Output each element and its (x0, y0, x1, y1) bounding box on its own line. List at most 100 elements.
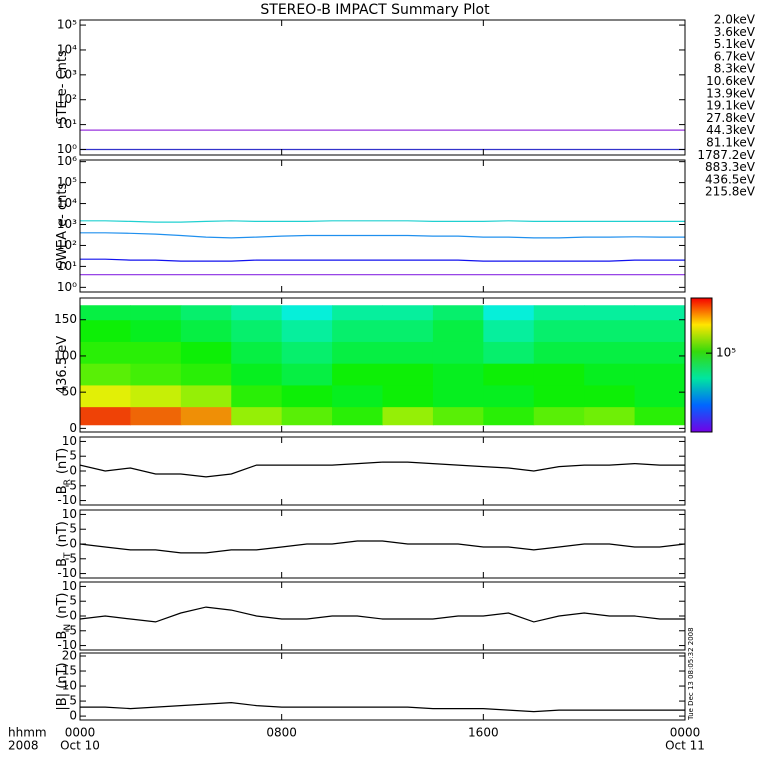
legend-entry: 3.6keV (714, 25, 756, 39)
timestamp: Tue Dec 13 08:05:32 2008 (687, 627, 695, 721)
y-tick-label: 10⁰ (57, 142, 77, 156)
legend-entry: 13.9keV (706, 86, 756, 100)
y-tick-label: 5 (69, 522, 77, 536)
y-axis-label: BN (nT) (55, 593, 73, 640)
y-tick-label: 10⁴ (57, 42, 77, 56)
heat-cell (584, 363, 636, 386)
heat-cell (634, 319, 685, 342)
heat-cell (634, 341, 685, 364)
heat-cell (432, 384, 484, 408)
plot-area (80, 540, 685, 554)
y-tick-label: -5 (65, 551, 77, 565)
y-axis-label-part: (nT) (55, 593, 70, 619)
x-tick-label: 1600 (468, 726, 499, 740)
y-axis-label-part: B (55, 631, 70, 640)
heat-cell (332, 319, 383, 342)
y-tick-label: 10 (62, 507, 77, 521)
plot-area (80, 606, 685, 623)
series-line (80, 232, 685, 239)
heat-cell (432, 341, 484, 364)
y-tick-label: -10 (57, 493, 77, 507)
series-line (80, 258, 685, 262)
heat-cell (533, 363, 585, 386)
series-line (80, 461, 685, 478)
y-tick-label: 10⁵ (57, 18, 77, 32)
panel-frame (79, 436, 686, 506)
x-date-label: Oct 11 (665, 739, 705, 753)
y-axis-label-part: STE e- Cnts (55, 50, 70, 125)
heat-cell (130, 406, 182, 426)
heat-cell (281, 305, 333, 321)
heat-cell (634, 305, 685, 321)
y-tick-label: 10¹ (57, 259, 77, 273)
heat-cell (533, 384, 585, 408)
y-axis-label-part: (nT) (55, 521, 70, 547)
y-axis-label-part: R (63, 479, 73, 485)
x-date-label: Oct 10 (60, 739, 100, 753)
heat-cell (231, 341, 283, 364)
y-axis-label-part: T (63, 552, 73, 559)
plot-area (80, 305, 685, 426)
plot-area (80, 461, 685, 478)
heat-cell (432, 363, 484, 386)
y-tick-label: -10 (57, 566, 77, 580)
y-axis-label-part: B (55, 558, 70, 567)
y-tick-label: 10 (62, 679, 77, 693)
heat-cell (634, 384, 685, 408)
legend-entry: 215.8eV (705, 185, 756, 199)
y-tick-label: 100 (54, 348, 77, 362)
heat-cell (231, 305, 283, 321)
heat-cell (533, 406, 585, 426)
legend-entry: 10.6keV (706, 74, 756, 88)
y-tick-label: 0 (69, 709, 77, 723)
heat-cell (281, 406, 333, 426)
heat-cell (80, 384, 131, 408)
y-tick-label: 150 (54, 312, 77, 326)
legend-entry: 5.1keV (714, 37, 756, 51)
y-tick-label: 10⁶ (57, 154, 77, 168)
heat-cell (382, 363, 434, 386)
heat-cell (483, 363, 535, 386)
heat-cell (332, 406, 383, 426)
plot-area (80, 220, 685, 276)
series-line (80, 220, 685, 223)
heat-cell (281, 341, 333, 364)
y-axis-label: 436.5 eV (55, 336, 70, 394)
y-tick-label: 10³ (57, 217, 77, 231)
legend-entry: 2.0keV (714, 13, 756, 27)
y-tick-label: 10² (57, 238, 77, 252)
legend-entry: 81.1keV (706, 136, 756, 150)
y-axis-label: |B| (nT) (55, 662, 70, 710)
heat-cell (281, 363, 333, 386)
heat-cell (483, 305, 535, 321)
legend-entry: 27.8keV (706, 111, 756, 125)
legend-entry: 1787.2eV (697, 148, 755, 162)
y-axis-label-part: |B| (nT) (55, 662, 70, 710)
legend-entry: 8.3keV (714, 62, 756, 76)
heat-cell (231, 363, 283, 386)
heat-cell (483, 319, 535, 342)
heat-cell (180, 363, 232, 386)
y-axis-label: BR (nT) (55, 448, 73, 495)
y-axis-label-part: SWEA e- cnts (55, 183, 70, 270)
y-tick-label: 0 (69, 609, 77, 623)
heat-cell (231, 384, 283, 408)
y-tick-label: 10² (57, 92, 77, 106)
heat-cell (80, 305, 131, 321)
heat-cell (483, 341, 535, 364)
y-tick-label: -10 (57, 638, 77, 652)
y-tick-label: 5 (69, 694, 77, 708)
heat-cell (483, 384, 535, 408)
y-axis-label: BT (nT) (55, 521, 73, 567)
series-line (80, 540, 685, 554)
legend-entry: 19.1keV (706, 99, 756, 113)
y-tick-label: 0 (69, 421, 77, 435)
heat-cell (634, 363, 685, 386)
legend-entry: 44.3keV (706, 123, 756, 137)
heat-cell (382, 341, 434, 364)
y-tick-label: 10¹ (57, 117, 77, 131)
heat-cell (533, 319, 585, 342)
heat-cell (584, 384, 636, 408)
heat-cell (432, 305, 484, 321)
